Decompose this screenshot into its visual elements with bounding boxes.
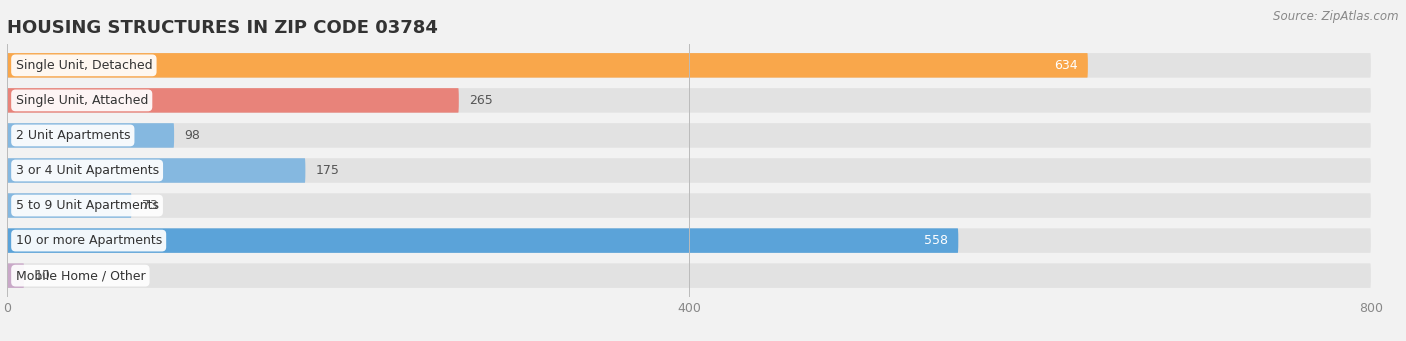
- FancyBboxPatch shape: [7, 263, 1371, 288]
- FancyBboxPatch shape: [7, 193, 132, 218]
- Text: 10: 10: [34, 269, 51, 282]
- FancyBboxPatch shape: [7, 193, 1371, 218]
- Text: 98: 98: [184, 129, 200, 142]
- Text: Single Unit, Attached: Single Unit, Attached: [15, 94, 148, 107]
- Text: 634: 634: [1054, 59, 1077, 72]
- FancyBboxPatch shape: [7, 228, 959, 253]
- Text: Source: ZipAtlas.com: Source: ZipAtlas.com: [1274, 10, 1399, 23]
- Text: Single Unit, Detached: Single Unit, Detached: [15, 59, 152, 72]
- FancyBboxPatch shape: [7, 53, 1371, 78]
- Text: 265: 265: [470, 94, 492, 107]
- FancyBboxPatch shape: [7, 123, 1371, 148]
- Text: 3 or 4 Unit Apartments: 3 or 4 Unit Apartments: [15, 164, 159, 177]
- FancyBboxPatch shape: [7, 228, 1371, 253]
- Text: 5 to 9 Unit Apartments: 5 to 9 Unit Apartments: [15, 199, 159, 212]
- FancyBboxPatch shape: [7, 88, 1371, 113]
- FancyBboxPatch shape: [7, 123, 174, 148]
- Text: HOUSING STRUCTURES IN ZIP CODE 03784: HOUSING STRUCTURES IN ZIP CODE 03784: [7, 19, 437, 37]
- FancyBboxPatch shape: [7, 263, 24, 288]
- FancyBboxPatch shape: [7, 158, 1371, 183]
- Text: 2 Unit Apartments: 2 Unit Apartments: [15, 129, 129, 142]
- Text: 558: 558: [924, 234, 948, 247]
- FancyBboxPatch shape: [7, 53, 1088, 78]
- FancyBboxPatch shape: [7, 158, 305, 183]
- Text: 73: 73: [142, 199, 157, 212]
- Text: Mobile Home / Other: Mobile Home / Other: [15, 269, 145, 282]
- Text: 175: 175: [315, 164, 339, 177]
- Text: 10 or more Apartments: 10 or more Apartments: [15, 234, 162, 247]
- FancyBboxPatch shape: [7, 88, 458, 113]
